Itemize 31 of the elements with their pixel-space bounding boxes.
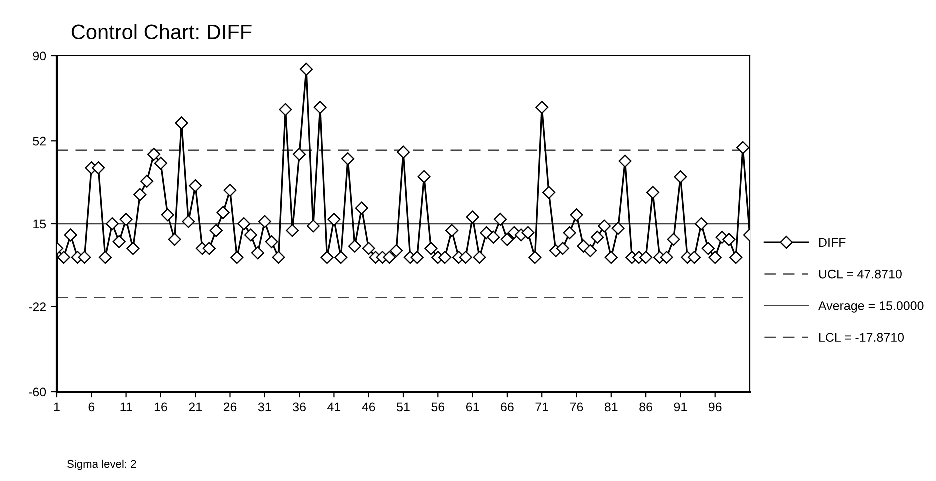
x-tick-label: 46 xyxy=(362,402,376,412)
x-tick-label: 96 xyxy=(708,402,722,412)
x-tick-label: 31 xyxy=(258,402,272,412)
x-tick-label: 76 xyxy=(570,402,584,412)
y-tick-label: 15 xyxy=(34,220,46,229)
x-tick-label: 66 xyxy=(501,402,514,412)
legend-label: UCL = 47.8710 xyxy=(819,270,902,279)
y-tick-label: 90 xyxy=(33,52,46,61)
x-tick-label: 81 xyxy=(604,402,618,412)
x-tick-label: 26 xyxy=(224,402,237,412)
text: Sigma level: 2 xyxy=(68,460,136,470)
x-tick-label: 51 xyxy=(397,402,410,412)
x-tick-label: 71 xyxy=(536,402,548,412)
x-tick-label: 6 xyxy=(88,402,95,412)
x-tick-label: 21 xyxy=(189,402,202,412)
x-tick-label: 11 xyxy=(120,402,132,412)
x-tick-label: 56 xyxy=(432,402,445,412)
x-tick-label: 86 xyxy=(640,402,652,412)
x-tick-label: 41 xyxy=(328,402,341,412)
legend-label: DIFF xyxy=(819,238,846,247)
y-tick-label: -22 xyxy=(29,302,46,312)
y-tick-label: -60 xyxy=(29,388,46,397)
x-tick-label: 16 xyxy=(154,402,168,412)
chart-title: Control Chart: DIFF xyxy=(72,24,252,40)
x-tick-label: 36 xyxy=(293,402,306,412)
legend-label: LCL = -17.8710 xyxy=(819,333,904,342)
legend-label: Average = 15.0000 xyxy=(818,302,924,313)
y-tick-label: 52 xyxy=(33,136,46,146)
x-tick-label: 91 xyxy=(674,402,688,412)
x-tick-label: 61 xyxy=(466,402,480,412)
x-tick-label: 1 xyxy=(54,402,60,412)
